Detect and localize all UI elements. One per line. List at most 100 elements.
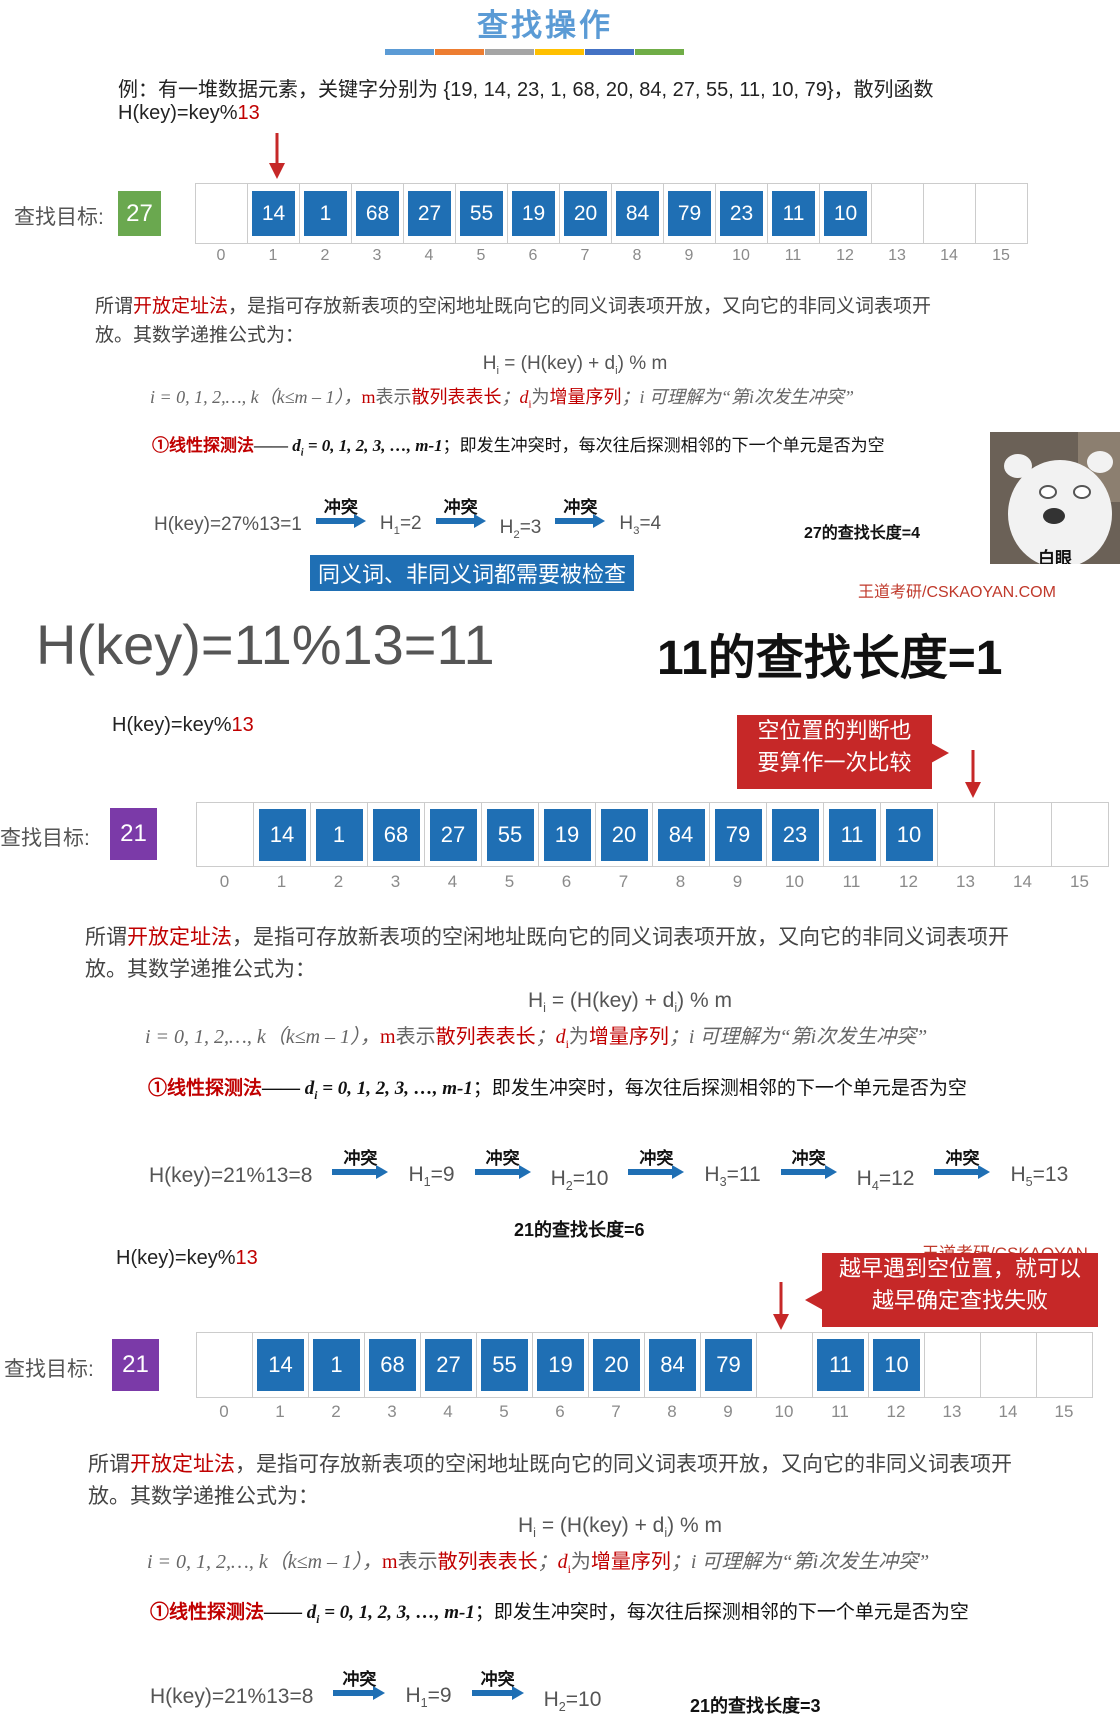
hash-cell-value: 14 (258, 808, 306, 861)
open-addressing-term: 开放定址法 (133, 296, 229, 317)
linear-probing-term: ①线性探测法 (152, 436, 254, 455)
chain-start: H(key)=21%13=8 (149, 1164, 313, 1188)
hash-index-label: 9 (723, 1402, 733, 1421)
linear-probing-line-2: ①线性探测法—— di = 0, 1, 2, 3, …, m-1；即发生冲突时，… (148, 1073, 967, 1102)
hash-index-label: 15 (992, 247, 1010, 264)
search-length-3: 21的查找长度=3 (690, 1696, 821, 1716)
explain-text: ； (537, 1551, 558, 1573)
probe-address: H3=11 (704, 1163, 760, 1189)
hash-table: 14 1 68 27 55 19 20 84 79 23 11 10 (195, 183, 1028, 244)
probe-h-sub: 2 (558, 1700, 566, 1715)
explain-text: ；i 可理解为“第i次发生冲突” (670, 1551, 930, 1573)
chain-start: H(key)=21%13=8 (150, 1685, 314, 1709)
probe-text: ；即发生冲突时，每次往后探测相邻的下一个单元是否为空 (442, 436, 885, 455)
hash-index-label: 12 (899, 872, 918, 891)
probe-address: H1=9 (405, 1684, 451, 1710)
table-length-term: 散列表表长 (435, 1026, 536, 1048)
hash-cell-value: 68 (372, 808, 420, 861)
increment-term: 增量序列 (549, 387, 622, 407)
hash-index-label: 14 (998, 1402, 1018, 1421)
probe-d-sub: i (300, 447, 304, 459)
formula-part: H (528, 989, 544, 1012)
callout-pointer-2 (805, 1290, 823, 1315)
explain-m: m (382, 1551, 398, 1573)
conflict-arrow: 冲突 (435, 498, 486, 528)
conflict-label: 冲突 (343, 1149, 378, 1169)
hash-cell-value: 20 (593, 1339, 640, 1391)
hash-index-label: 5 (504, 872, 515, 891)
hash-cell-value: 68 (369, 1339, 416, 1391)
explain-text: 表示 (395, 1026, 436, 1048)
hash-index-label: 2 (333, 872, 344, 891)
formula-subscript: i (533, 1526, 536, 1541)
hash-index-label: 10 (732, 247, 750, 264)
probe-h-val: =10 (565, 1688, 602, 1711)
hash-cell: 55 (482, 803, 539, 866)
hash-index-label: 13 (942, 1402, 962, 1421)
hash-cell-value: 10 (873, 1339, 920, 1391)
hash-cell: 14 (253, 1333, 309, 1397)
hash-cell (938, 803, 995, 866)
hash-cell (981, 1333, 1037, 1397)
search-target-value-3: 21 (112, 1339, 159, 1391)
probe-h-sub: 3 (719, 1175, 727, 1190)
hash-cell-value: 84 (657, 808, 705, 861)
hash-index-label: 3 (372, 247, 382, 264)
para-text: 放。其数学递推公式为： (95, 324, 305, 346)
callout-line: 越早遇到空位置，就可以 (838, 1256, 1081, 1281)
recurrence-formula: Hi = (H(key) + di) % m (360, 353, 790, 377)
hash-cell-value: 55 (486, 808, 534, 861)
hash-function-prefix-2: H(key)=key% (112, 714, 232, 736)
hash-cell-value: 10 (885, 808, 933, 861)
hash-cell-value: 10 (824, 191, 867, 236)
probe-h-val: =12 (878, 1167, 915, 1190)
search-length-2: 21的查找长度=6 (514, 1220, 645, 1240)
watermark: 王道考研/CSKAOYAN.COM (858, 584, 1056, 599)
conflict-label: 冲突 (945, 1149, 980, 1169)
probe-dash: —— (254, 436, 293, 455)
probe-chain: H(key)=27%13=1 冲突 H1=2 冲突 H2=3 冲突 H3=4 (154, 498, 662, 541)
probe-d-sub: i (316, 1613, 320, 1626)
hash-index-label: 12 (886, 1402, 906, 1421)
hash-cell: 27 (425, 803, 482, 866)
formula-part: H (482, 353, 497, 374)
formula-part: = (H(key) + d (545, 989, 675, 1012)
conflict-arrow: 冲突 (332, 1149, 389, 1180)
hash-cell-value: 11 (828, 808, 876, 861)
conflict-label: 冲突 (342, 1670, 377, 1690)
para-text: 放。其数学递推公式为： (88, 1484, 319, 1508)
page-title: 查找操作 (477, 8, 613, 43)
probe-h: H (856, 1167, 872, 1190)
callout-line: 越早确定查找失败 (871, 1287, 1048, 1313)
hash-cell-value: 27 (408, 191, 451, 236)
hash-cell-value: 20 (600, 808, 648, 861)
para-text: ，是指可存放新表项的空闲地址既向它的同义词表项开放，又向它的非同义词表项开 (232, 926, 1009, 949)
explain-text: 为 (570, 1551, 591, 1573)
para-text: 所谓 (88, 1453, 130, 1476)
hash-index-label: 2 (320, 247, 330, 264)
hash-cell-value: 1 (304, 191, 347, 236)
probe-h-sub: 4 (871, 1179, 879, 1194)
hash-cell-value: 68 (356, 191, 399, 236)
synonym-banner: 同义词、非同义词都需要被检查 (310, 555, 635, 591)
formula-part: ) % m (677, 989, 732, 1012)
explain-d-sub: i (565, 1037, 569, 1051)
conflict-arrow: 冲突 (315, 498, 366, 528)
hash-cell: 14 (248, 184, 300, 243)
title-color-bar (385, 49, 434, 55)
probe-h-sub: 3 (633, 524, 640, 537)
increment-term: 增量序列 (590, 1551, 671, 1573)
hash-index-label: 0 (216, 247, 226, 264)
probe-h: H (619, 513, 634, 534)
hash-function-mod-2: 13 (231, 714, 254, 736)
hash-cell (872, 184, 924, 243)
probe-h-val: =4 (639, 513, 662, 534)
explain-text: ；i 可理解为“第i次发生冲突” (621, 387, 855, 407)
hash-table-indices-2: 0 1 2 3 4 5 6 7 8 9 10 11 12 13 14 15 (196, 872, 1108, 892)
empty-slot-callout: 空位置的判断也 要算作一次比较 (737, 715, 932, 789)
linear-probing-term: ①线性探测法 (150, 1602, 265, 1623)
hash-index-label: 15 (1070, 872, 1089, 891)
hash-index-label: 5 (499, 1402, 509, 1421)
probe-dash: —— (262, 1078, 305, 1099)
linear-probing-term: ①线性探测法 (148, 1078, 263, 1099)
